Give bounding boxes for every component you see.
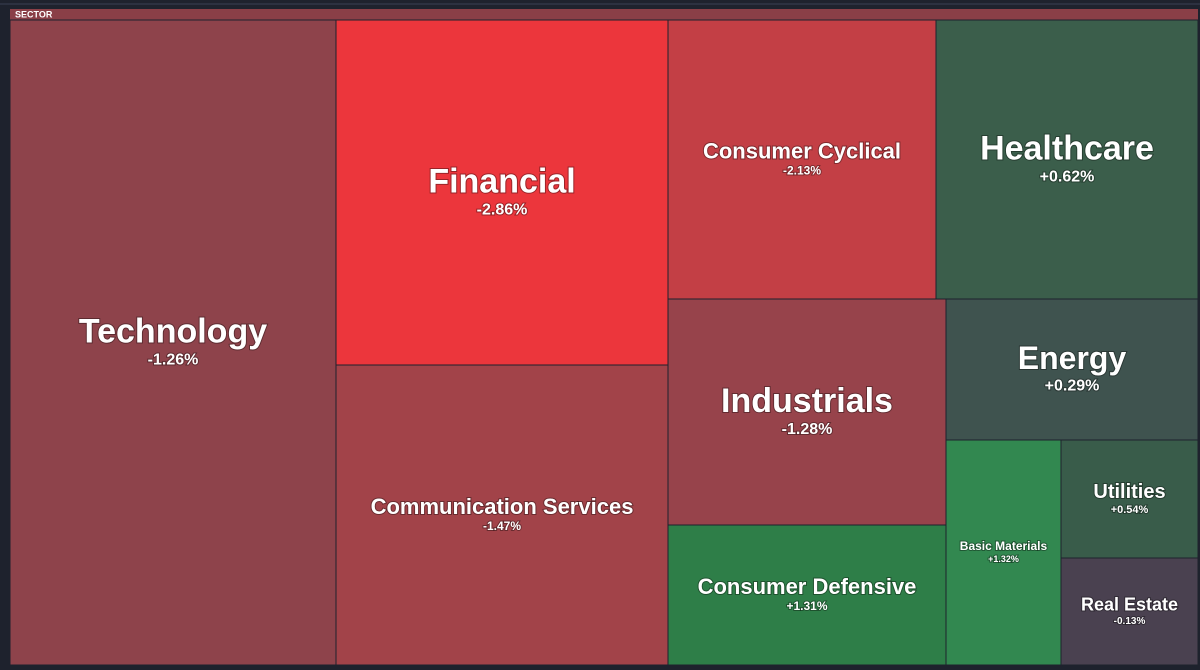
tile — [945, 298, 1199, 441]
tile — [935, 19, 1199, 300]
tile — [667, 524, 947, 666]
tile-value: +0.62% — [1040, 169, 1095, 186]
tile-label: Real Estate — [1081, 594, 1178, 614]
tile-label: Technology — [79, 312, 267, 350]
tile — [1060, 557, 1199, 666]
tile-value: -1.28% — [782, 421, 833, 438]
tile — [667, 298, 947, 526]
tile-value: -2.13% — [783, 164, 821, 178]
tile-label: Consumer Defensive — [698, 574, 917, 599]
tile-value: +1.31% — [786, 599, 827, 613]
tile-label: Communication Services — [371, 494, 634, 519]
tile-value: -1.26% — [148, 352, 199, 369]
tile-value: +0.29% — [1045, 378, 1100, 395]
sector-header: SECTOR — [15, 9, 53, 19]
tile — [667, 19, 937, 300]
sector-header-bar — [10, 9, 1198, 20]
tile-value: +0.54% — [1111, 504, 1149, 516]
tile-value: -2.86% — [477, 202, 528, 219]
tile-label: Industrials — [721, 382, 893, 420]
tile-label: Healthcare — [980, 129, 1154, 167]
tile-label: Energy — [1018, 340, 1127, 376]
tile-value: +1.32% — [988, 554, 1019, 564]
tile — [1060, 439, 1199, 559]
tile — [9, 19, 337, 666]
tile-label: Basic Materials — [960, 539, 1048, 553]
tile-label: Utilities — [1093, 481, 1165, 503]
tile-value: -0.13% — [1114, 616, 1146, 627]
tile-label: Consumer Cyclical — [703, 138, 901, 163]
tile — [335, 364, 669, 666]
tile-label: Financial — [428, 162, 575, 200]
tile — [945, 439, 1062, 666]
tile-value: -1.47% — [483, 519, 521, 533]
